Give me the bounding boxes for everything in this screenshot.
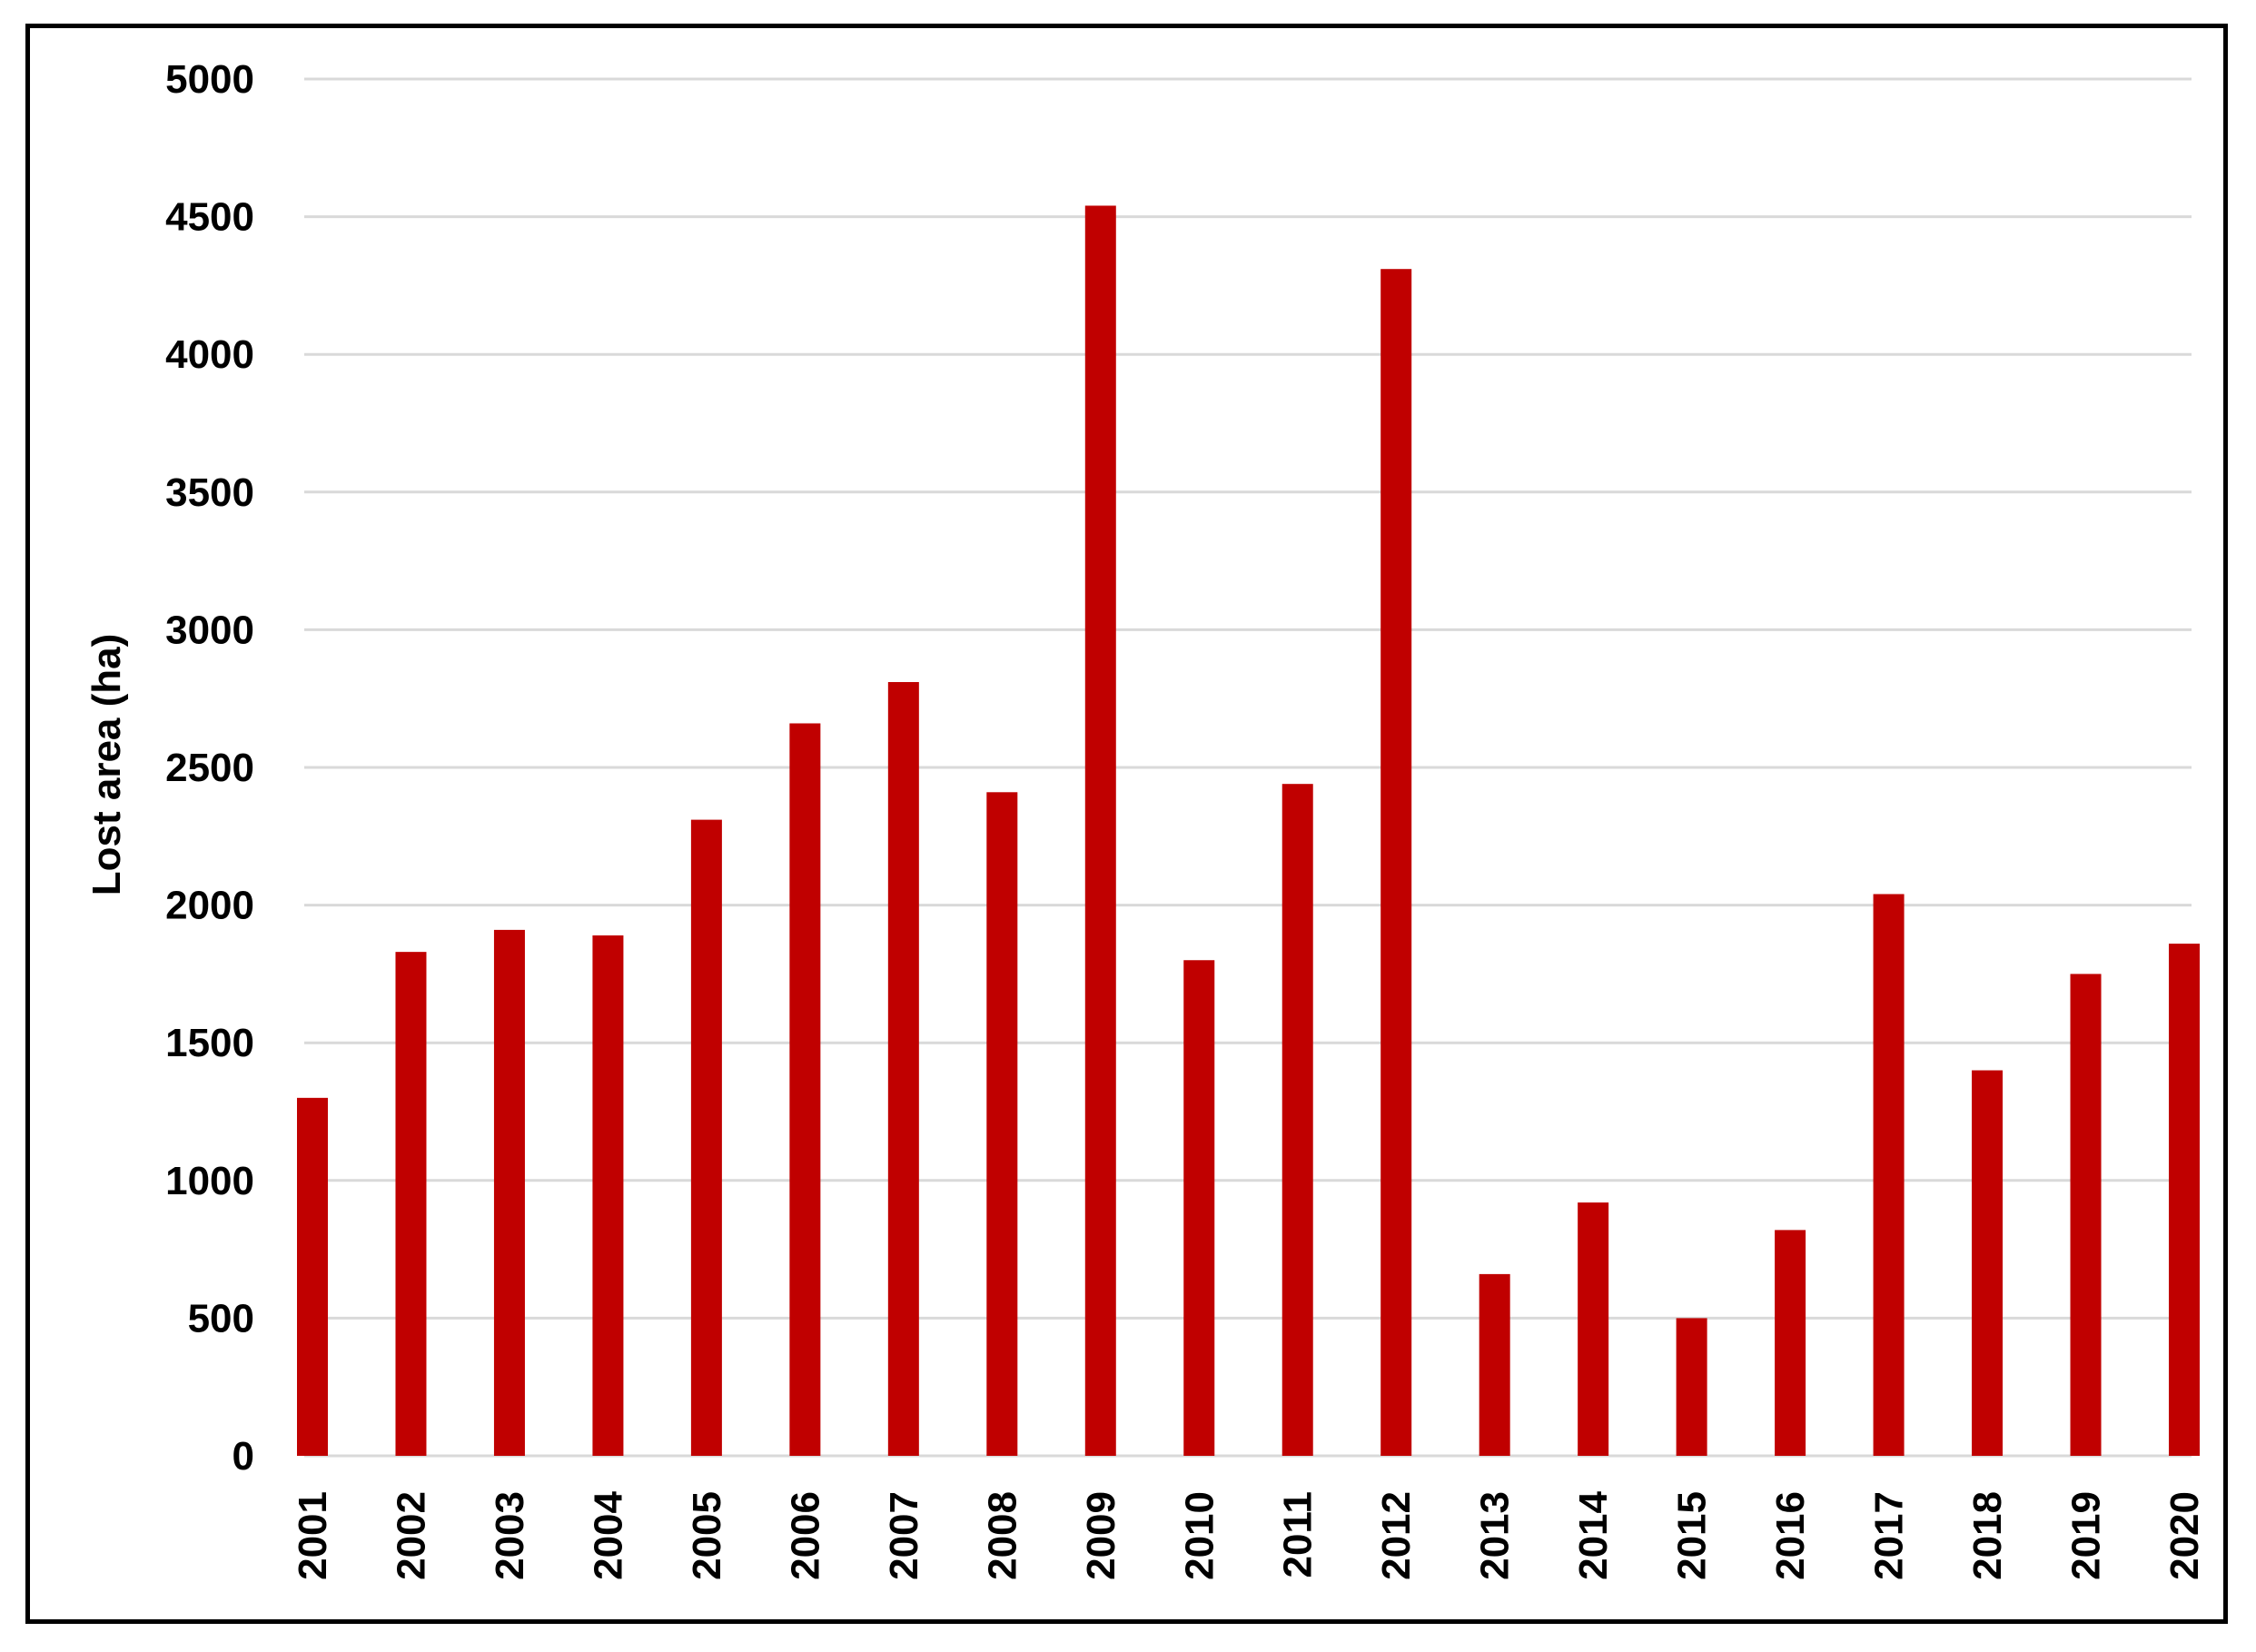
y-tick-label: 4000 — [165, 332, 254, 377]
x-tick-label: 2020 — [2162, 1491, 2207, 1580]
bar-2007 — [887, 682, 919, 1456]
y-axis-ticks: 0 500 1000 1500 2000 2500 3000 3500 4000 4500 5000 — [165, 57, 254, 1479]
y-tick-label: 3000 — [165, 608, 254, 652]
x-tick-label: 2004 — [586, 1490, 630, 1579]
bar-2001 — [297, 1097, 328, 1456]
y-tick-label: 3500 — [165, 470, 254, 515]
x-tick-label: 2015 — [1670, 1491, 1715, 1580]
bar-2010 — [1183, 960, 1215, 1456]
bar-2011 — [1281, 784, 1313, 1456]
chart-frame — [25, 24, 2228, 1624]
y-tick-label: 2500 — [165, 746, 254, 790]
x-tick-label: 2012 — [1374, 1491, 1419, 1580]
bar-2018 — [1972, 1070, 2004, 1456]
y-tick-label: 500 — [188, 1296, 254, 1340]
x-tick-label: 2002 — [389, 1491, 433, 1580]
bar-2005 — [690, 819, 722, 1456]
bar-2020 — [2169, 944, 2200, 1456]
y-tick-label: 1500 — [165, 1021, 254, 1065]
bar-2008 — [986, 792, 1018, 1456]
x-tick-label: 2017 — [1867, 1491, 1912, 1580]
x-tick-label: 2019 — [2064, 1491, 2109, 1580]
bar-2019 — [2070, 974, 2102, 1456]
x-tick-label: 2013 — [1473, 1491, 1518, 1580]
y-axis-title: Lost area (ha) — [84, 634, 129, 896]
bar-2015 — [1676, 1318, 1707, 1456]
y-tick-label: 1000 — [165, 1159, 254, 1203]
bar-2013 — [1479, 1273, 1510, 1456]
x-tick-label: 2018 — [1965, 1491, 2010, 1580]
bar-2009 — [1084, 205, 1116, 1456]
y-tick-label: 2000 — [165, 884, 254, 928]
x-tick-label: 2010 — [1177, 1491, 1222, 1580]
bars — [297, 205, 2200, 1456]
bar-2006 — [789, 723, 821, 1456]
x-tick-label: 2016 — [1768, 1491, 1813, 1580]
x-tick-label: 2014 — [1571, 1490, 1616, 1579]
bar-2017 — [1873, 894, 1905, 1456]
bar-2002 — [395, 952, 427, 1456]
x-tick-label: 2009 — [1079, 1491, 1123, 1580]
bar-2003 — [493, 929, 525, 1456]
x-axis-ticks: 2001 2002 2003 2004 2005 2006 2007 2008 2009 2010… — [291, 1490, 2207, 1579]
x-tick-label: 2011 — [1276, 1491, 1321, 1578]
bar-2012 — [1380, 269, 1412, 1456]
y-tick-label: 5000 — [165, 57, 254, 102]
x-tick-label: 2003 — [488, 1491, 532, 1580]
x-tick-label: 2007 — [882, 1491, 926, 1580]
bar-2004 — [592, 935, 624, 1456]
x-tick-label: 2005 — [685, 1491, 729, 1580]
bar-2016 — [1775, 1230, 1806, 1456]
x-tick-label: 2006 — [783, 1491, 827, 1580]
x-tick-label: 2008 — [980, 1491, 1024, 1580]
bar-2014 — [1578, 1202, 1609, 1456]
gridlines — [304, 77, 2192, 1458]
x-tick-label: 2001 — [291, 1491, 335, 1580]
y-tick-label: 4500 — [165, 195, 254, 240]
y-tick-label: 0 — [233, 1434, 254, 1479]
